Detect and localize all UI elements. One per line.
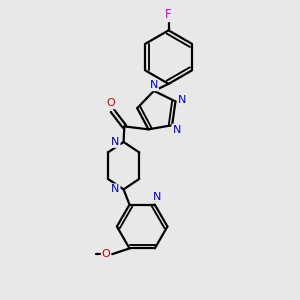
Text: N: N bbox=[111, 137, 120, 147]
Text: F: F bbox=[165, 8, 172, 21]
Text: O: O bbox=[102, 249, 110, 259]
Text: N: N bbox=[178, 94, 186, 104]
Text: N: N bbox=[150, 80, 158, 90]
Text: O: O bbox=[106, 98, 115, 108]
Text: N: N bbox=[172, 124, 181, 135]
Text: N: N bbox=[111, 184, 120, 194]
Text: N: N bbox=[152, 192, 161, 202]
